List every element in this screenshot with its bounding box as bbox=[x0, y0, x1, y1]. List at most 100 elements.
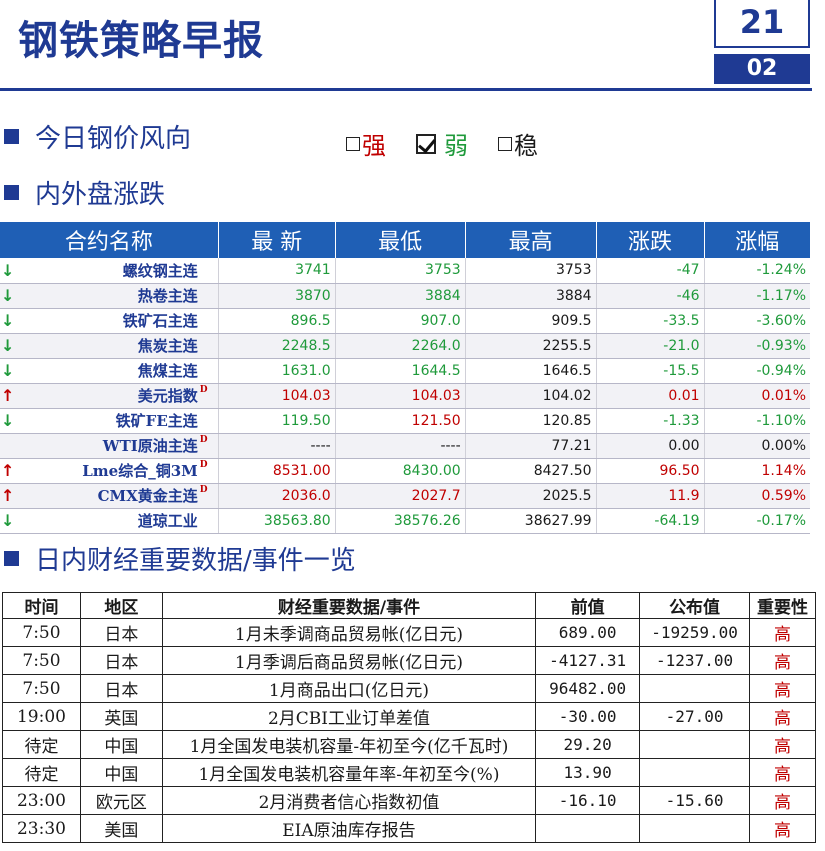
event-row: 23:00 欧元区 2月消费者信心指数初值 -16.10 -15.60 高 bbox=[2, 786, 816, 815]
latest-value: 2036.0 bbox=[218, 483, 336, 509]
section-market: 内外盘涨跌 bbox=[4, 174, 165, 211]
trend-option-strong[interactable]: 强 bbox=[346, 126, 386, 161]
event-row: 7:50 日本 1月商品出口(亿日元) 96482.00 高 bbox=[2, 674, 816, 703]
market-table: 合约名称 最 新 最低 最高 涨跌 涨幅 ↓ 螺纹钢主连 3741 3753 3753-… bbox=[0, 222, 810, 534]
low-value: 2027.7 bbox=[335, 483, 466, 509]
market-row: ↓ 螺纹钢主连 3741 3753 3753 -47 -1.24% bbox=[0, 258, 810, 284]
change-value: -1.33 bbox=[596, 408, 705, 434]
contract-name-text: 热卷主连 bbox=[137, 287, 198, 305]
event-actual bbox=[639, 674, 751, 703]
contract-name: 焦炭主连 bbox=[14, 333, 219, 359]
event-prev: -16.10 bbox=[535, 786, 641, 815]
market-row: ↓ 焦炭主连 2248.5 2264.0 2255.5 -21.0 -0.93% bbox=[0, 333, 810, 359]
event-time: 待定 bbox=[2, 730, 81, 759]
event-region: 欧元区 bbox=[79, 786, 163, 815]
pct-value: -3.60% bbox=[704, 308, 810, 334]
event-name: 1月全国发电装机容量-年初至今(亿千瓦时) bbox=[161, 730, 537, 759]
contract-name-text: CMX黄金主连 bbox=[97, 487, 198, 505]
arrow-down-icon: ↓ bbox=[0, 333, 15, 359]
delayed-marker: D bbox=[199, 435, 208, 445]
event-prev: -4127.31 bbox=[535, 646, 641, 675]
events-table: 时间 地区 财经重要数据/事件 前值 公布值 重要性 7:50 日本 1月未季调商品… bbox=[2, 592, 816, 843]
market-row: ↑ CMX黄金主连 D 2036.0 2027.7 2025.5 11.9 0.59% bbox=[0, 483, 810, 509]
event-importance: 高 bbox=[749, 758, 816, 787]
latest-value: 3870 bbox=[218, 283, 336, 309]
event-importance: 高 bbox=[749, 814, 816, 843]
event-time: 7:50 bbox=[2, 618, 81, 647]
event-time: 23:30 bbox=[2, 814, 81, 843]
low-value: 38576.26 bbox=[335, 508, 466, 534]
event-time: 7:50 bbox=[2, 646, 81, 675]
change-value: -33.5 bbox=[596, 308, 705, 334]
low-value: 3753 bbox=[335, 258, 466, 284]
event-name: 2月CBI工业订单差值 bbox=[161, 702, 537, 731]
section-events-label: 日内财经重要数据/事件一览 bbox=[35, 546, 356, 576]
contract-name: 热卷主连 bbox=[14, 283, 219, 309]
high-value: 1646.5 bbox=[465, 358, 597, 384]
trend-option-strong-label: 强 bbox=[362, 132, 386, 160]
event-name: 2月消费者信心指数初值 bbox=[161, 786, 537, 815]
low-value: 3884 bbox=[335, 283, 466, 309]
change-value: -15.5 bbox=[596, 358, 705, 384]
latest-value: 896.5 bbox=[218, 308, 336, 334]
event-actual: -19259.00 bbox=[639, 618, 751, 647]
square-bullet-icon bbox=[4, 551, 19, 566]
contract-name-text: Lme综合_铜3M bbox=[82, 462, 198, 480]
arrow-down-icon: ↓ bbox=[0, 508, 15, 534]
event-region: 中国 bbox=[79, 730, 163, 759]
date-badge: 21 02 bbox=[714, 0, 810, 86]
trend-option-weak[interactable]: 弱 bbox=[416, 126, 468, 161]
event-time: 19:00 bbox=[2, 702, 81, 731]
arrow-down-icon: ↓ bbox=[0, 308, 15, 334]
col-header-latest: 最 新 bbox=[218, 222, 336, 258]
high-value: 3753 bbox=[465, 258, 597, 284]
contract-name-text: 铁矿FE主连 bbox=[115, 412, 198, 430]
checkbox-icon[interactable] bbox=[346, 136, 360, 151]
arrow-down-icon: ↓ bbox=[0, 358, 15, 384]
event-time: 待定 bbox=[2, 758, 81, 787]
contract-name-text: 焦煤主连 bbox=[137, 362, 198, 380]
col-header-prev: 前值 bbox=[535, 592, 641, 619]
market-row: ↓ 焦煤主连 1631.0 1644.5 1646.5 -15.5 -0.94% bbox=[0, 358, 810, 384]
arrow-up-icon: ↑ bbox=[0, 383, 15, 409]
event-prev: 13.90 bbox=[535, 758, 641, 787]
delayed-marker: D bbox=[199, 385, 208, 395]
pct-value: -1.17% bbox=[704, 283, 810, 309]
events-table-header: 时间 地区 财经重要数据/事件 前值 公布值 重要性 bbox=[2, 592, 816, 619]
market-table-header: 合约名称 最 新 最低 最高 涨跌 涨幅 bbox=[0, 222, 810, 258]
event-row: 23:30 美国 EIA原油库存报告 高 bbox=[2, 814, 816, 843]
market-row: ↓ 热卷主连 3870 3884 3884 -46 -1.17% bbox=[0, 283, 810, 309]
change-value: 96.50 bbox=[596, 458, 705, 484]
col-header-name: 合约名称 bbox=[0, 222, 219, 258]
latest-value: ---- bbox=[218, 433, 336, 459]
square-bullet-icon bbox=[4, 185, 19, 200]
event-row: 待定 中国 1月全国发电装机容量-年初至今(亿千瓦时) 29.20 高 bbox=[2, 730, 816, 759]
pct-value: 0.00% bbox=[704, 433, 810, 459]
col-header-high: 最高 bbox=[465, 222, 597, 258]
pct-value: 1.14% bbox=[704, 458, 810, 484]
change-value: 0.01 bbox=[596, 383, 705, 409]
market-row: ↓ 铁矿石主连 896.5 907.0 909.5 -33.5 -3.60% bbox=[0, 308, 810, 334]
arrow-down-icon bbox=[0, 433, 15, 459]
market-row: ↓ 道琼工业 38563.80 38576.26 38627.99 -64.19 -0.17… bbox=[0, 508, 810, 534]
event-row: 待定 中国 1月全国发电装机容量年率-年初至今(%) 13.90 高 bbox=[2, 758, 816, 787]
event-importance: 高 bbox=[749, 730, 816, 759]
event-importance: 高 bbox=[749, 702, 816, 731]
event-importance: 高 bbox=[749, 786, 816, 815]
trend-option-stable[interactable]: 稳 bbox=[498, 126, 538, 161]
checked-checkbox-icon[interactable] bbox=[416, 133, 436, 154]
contract-name-text: 螺纹钢主连 bbox=[122, 261, 198, 280]
event-name: 1月商品出口(亿日元) bbox=[161, 674, 537, 703]
contract-name-text: WTI原油主连 bbox=[102, 437, 198, 455]
high-value: 909.5 bbox=[465, 308, 597, 334]
pct-value: -0.93% bbox=[704, 333, 810, 359]
delayed-marker: D bbox=[199, 460, 208, 470]
event-name: 1月全国发电装机容量年率-年初至今(%) bbox=[161, 758, 537, 787]
col-header-low: 最低 bbox=[335, 222, 466, 258]
trend-options: 强 弱 稳 bbox=[346, 126, 568, 161]
event-time: 7:50 bbox=[2, 674, 81, 703]
change-value: -47 bbox=[596, 258, 705, 284]
low-value: 1644.5 bbox=[335, 358, 466, 384]
event-region: 日本 bbox=[79, 618, 163, 647]
checkbox-icon[interactable] bbox=[498, 136, 512, 151]
